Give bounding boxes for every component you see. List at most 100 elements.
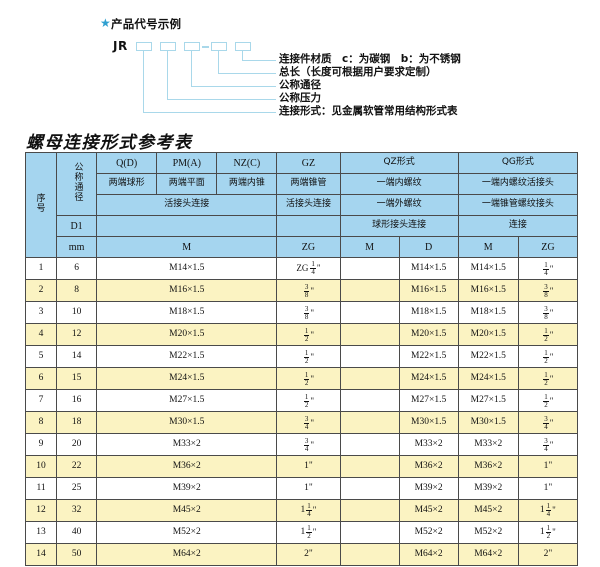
cell-qz-m	[339, 257, 400, 280]
fraction-denominator: 4	[304, 445, 309, 453]
leader-line-3-h	[191, 86, 276, 88]
inch-value: 1"	[304, 483, 313, 494]
cell-qg-m: M33×2	[457, 433, 519, 456]
fraction-denominator: 2	[304, 379, 309, 387]
inch-mark: "	[312, 505, 317, 515]
fraction-denominator: 4	[544, 423, 548, 431]
table-row: 12 32 M45×2 1 1 4 " M45×2 M45×2 1 1 4 "	[24, 499, 579, 522]
table-row: 14 50 M64×2 2" M64×2 M64×2 2"	[24, 543, 579, 566]
cell-qg-zg: 1 1 4 "	[517, 499, 579, 522]
leader-line-3-v	[191, 51, 193, 87]
whole-number: 1	[300, 504, 306, 515]
code-box-2	[160, 42, 176, 51]
fraction-denominator: 2	[544, 401, 548, 409]
inch-mark: "	[310, 352, 315, 362]
cell-qz-d: M22×1.5	[398, 345, 459, 368]
cell-seq: 11	[24, 477, 58, 500]
cell-thread-m: M14×1.5	[96, 257, 278, 280]
fraction-numerator: 3	[303, 305, 310, 314]
fraction-numerator: 1	[543, 261, 549, 270]
fraction-numerator: 3	[543, 283, 549, 292]
inch-mark: "	[316, 263, 321, 273]
inch-value: 1"	[543, 461, 553, 472]
cell-thread-m: M33×2	[96, 433, 278, 456]
header-desc2-union: 活接头连接	[96, 194, 278, 216]
cell-gz-zg: 3 4 "	[276, 411, 341, 434]
cell-seq: 13	[24, 521, 58, 544]
fraction-denominator: 4	[311, 268, 315, 276]
cell-qg-zg: 1 2 "	[517, 367, 579, 390]
cell-qg-zg: 3 8 "	[517, 279, 579, 302]
header-type-qz: QZ形式	[339, 152, 459, 174]
cell-gz-zg: 1 1 4 "	[276, 499, 341, 522]
header-type-nzc: NZ(C)	[216, 152, 278, 174]
inch-mark: "	[549, 418, 554, 428]
cell-gz-zg: ZG 1 4 "	[276, 257, 341, 280]
header-desc3-qz: 球形接头连接	[339, 215, 459, 237]
annotation-nominal-dia: 公称通径	[279, 79, 321, 91]
leader-line-4-v	[218, 51, 220, 74]
cell-qz-d: M16×1.5	[398, 279, 459, 302]
leader-line-2-v	[167, 51, 169, 100]
inch-mark: "	[310, 396, 315, 406]
header-desc-qd: 两端球形	[96, 173, 158, 195]
cell-qg-m: M30×1.5	[457, 411, 519, 434]
annotation-total-length: 总长（长度可根据用户要求定制）	[279, 66, 437, 78]
cell-nominal-dia: 18	[56, 411, 98, 434]
header-unit-m-qg: M	[457, 236, 519, 258]
cell-qz-d: M24×1.5	[398, 367, 459, 390]
header-type-qg: QG形式	[457, 152, 579, 174]
fraction-denominator: 2	[304, 401, 309, 409]
cell-qg-m: M64×2	[457, 543, 519, 566]
cell-nominal-dia: 20	[56, 433, 98, 456]
inch-mark: "	[310, 308, 315, 318]
cell-qz-m	[339, 477, 400, 500]
whole-number: 1	[539, 526, 545, 537]
header-seq-line1: 序	[36, 194, 46, 205]
cell-qz-m	[339, 389, 400, 412]
nut-connection-table: 序 号 公称通径 Q(D) PM(A) NZ(C) GZ QZ形式 QG形式 两…	[24, 152, 579, 566]
cell-qz-d: M30×1.5	[398, 411, 459, 434]
cell-qg-zg: 1 2 "	[517, 323, 579, 346]
header-type-gz: GZ	[276, 152, 341, 174]
annotation-nominal-pressure: 公称压力	[279, 92, 321, 104]
fraction-numerator: 1	[306, 524, 312, 533]
cell-qz-m	[339, 499, 400, 522]
table-row: 9 20 M33×2 3 4 " M33×2 M33×2 3 4 "	[24, 433, 579, 456]
cell-qz-d: M45×2	[398, 499, 459, 522]
fraction-numerator: 1	[545, 502, 552, 511]
cell-qz-d: M52×2	[398, 521, 459, 544]
table-row: 7 16 M27×1.5 1 2 " M27×1.5 M27×1.5 1 2 "	[24, 389, 579, 412]
code-box-3	[184, 42, 200, 51]
table-row: 13 40 M52×2 1 1 2 " M52×2 M52×2 1 1 2 "	[24, 521, 579, 544]
header-desc-qg: 一端内螺纹活接头	[457, 173, 579, 195]
cell-qg-m: M24×1.5	[457, 367, 519, 390]
cell-qz-m	[339, 367, 400, 390]
header-desc3-qg: 连接	[457, 215, 579, 237]
fraction-numerator: 1	[306, 502, 312, 511]
cell-qz-m	[339, 433, 400, 456]
header-desc-nzc: 两端内锥	[216, 173, 278, 195]
table-row: 11 25 M39×2 1" M39×2 M39×2 1"	[24, 477, 579, 500]
cell-qz-d: M18×1.5	[398, 301, 459, 324]
cell-qg-m: M39×2	[457, 477, 519, 500]
cell-seq: 14	[24, 543, 58, 566]
cell-thread-m: M64×2	[96, 543, 278, 566]
leader-line-2-h	[167, 99, 276, 101]
inch-value: 1"	[543, 483, 553, 494]
cell-qz-m	[339, 543, 400, 566]
inch-mark: "	[549, 286, 554, 296]
leader-line-1-v	[143, 51, 145, 113]
inch-mark: "	[549, 308, 554, 318]
cell-thread-m: M27×1.5	[96, 389, 278, 412]
cell-qz-m	[339, 301, 400, 324]
cell-qz-m	[339, 279, 400, 302]
fraction-numerator: 3	[543, 437, 549, 446]
page-title: 螺母连接形式参考表	[26, 133, 193, 153]
